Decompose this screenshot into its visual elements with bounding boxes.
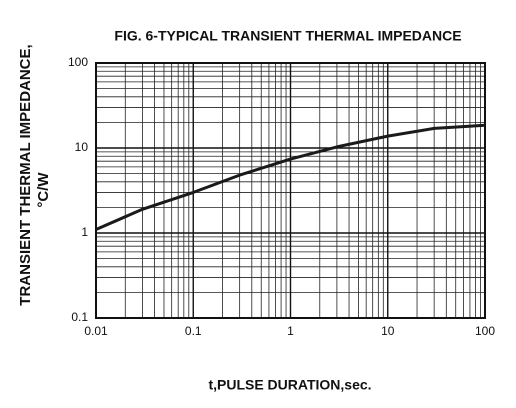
y-axis-label: TRANSIENT THERMAL IMPEDANCE,: [17, 44, 34, 305]
y-tick-label: 0.1: [71, 310, 88, 324]
y-axis-label: °C/W: [35, 172, 52, 208]
x-axis-label: t,PULSE DURATION,sec.: [208, 377, 371, 393]
x-tick-label: 10: [381, 324, 395, 338]
x-tick-label: 1: [287, 324, 294, 338]
y-tick-label: 100: [68, 55, 88, 69]
x-tick-label: 100: [475, 324, 495, 338]
y-tick-label: 10: [75, 140, 89, 154]
y-tick-label: 1: [81, 225, 88, 239]
x-tick-label: 0.01: [84, 324, 108, 338]
chart-title: FIG. 6-TYPICAL TRANSIENT THERMAL IMPEDAN…: [114, 28, 461, 44]
plot-frame: [95, 62, 486, 319]
x-tick-label: 0.1: [185, 324, 202, 338]
data-line: [95, 123, 486, 231]
